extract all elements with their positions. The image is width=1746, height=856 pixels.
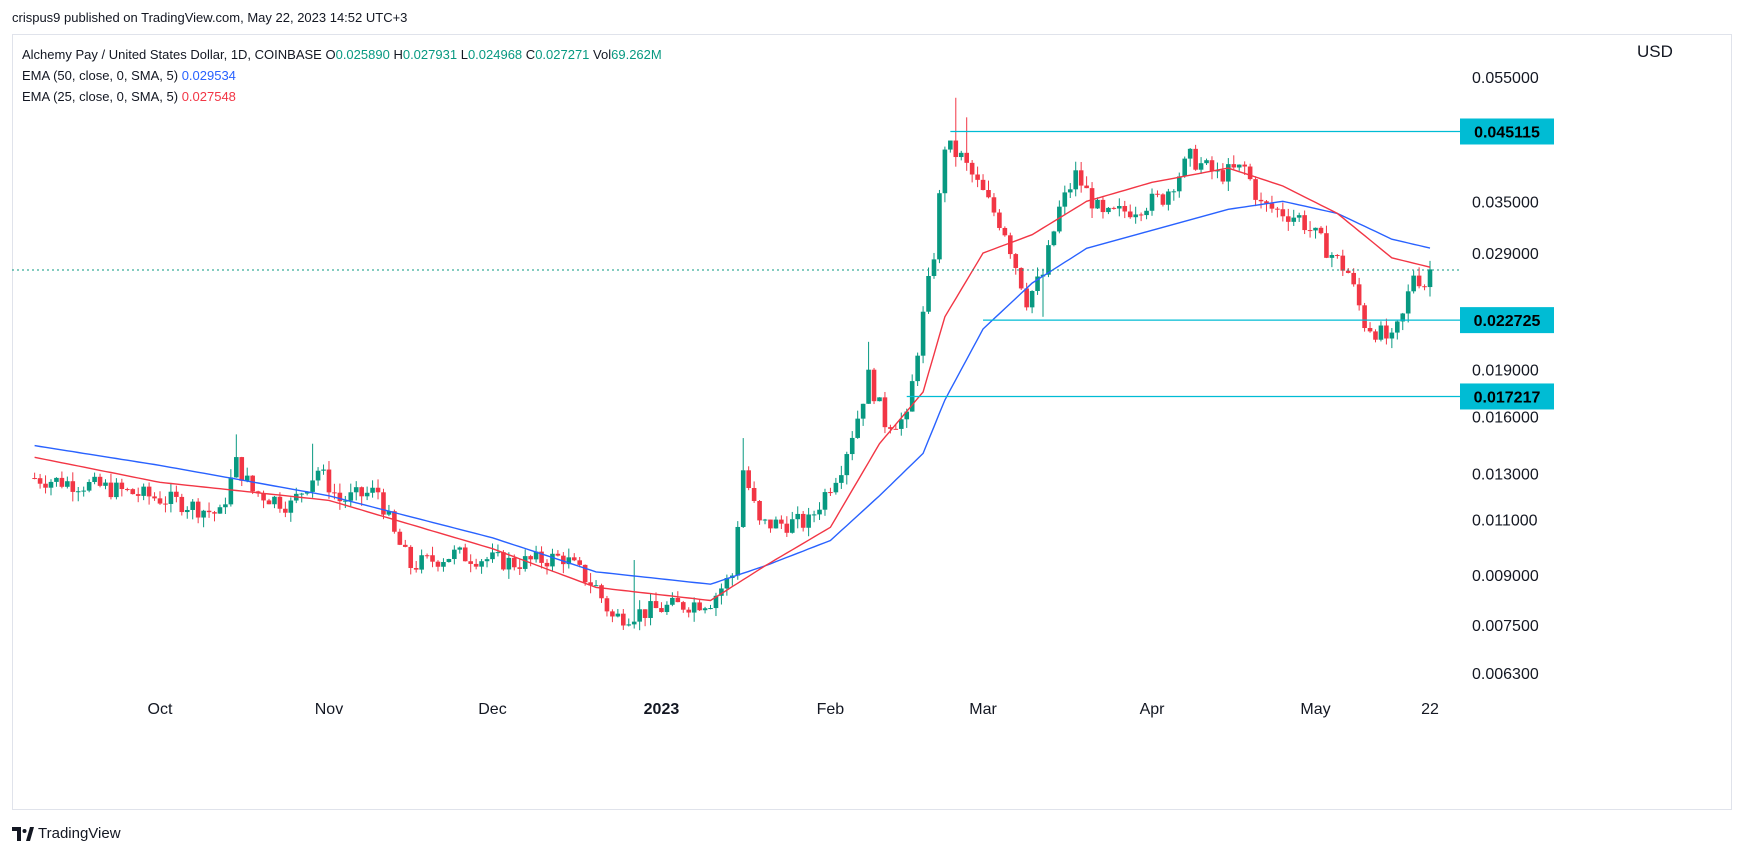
high-label: H	[393, 47, 403, 62]
footer-brand[interactable]: TradingView	[12, 825, 121, 842]
volume-label: Vol	[593, 47, 612, 62]
high-value: 0.027931	[402, 47, 458, 62]
legend-ema25-line[interactable]: EMA (25, close, 0, SMA, 5) 0.027548	[22, 86, 662, 107]
footer-brand-text: TradingView	[38, 825, 121, 842]
close-label: C	[525, 47, 536, 62]
legend-symbol-line: Alchemy Pay / United States Dollar, 1D, …	[22, 44, 662, 65]
ema50-label: EMA (50, close, 0, SMA, 5)	[22, 68, 179, 83]
chart-legend: Alchemy Pay / United States Dollar, 1D, …	[22, 44, 662, 107]
chart-frame[interactable]	[12, 34, 1732, 810]
open-value: 0.025890	[335, 47, 390, 62]
open-label: O	[325, 47, 336, 62]
ema50-value: 0.029534	[181, 68, 236, 83]
low-value: 0.024968	[467, 47, 523, 62]
tradingview-logo-icon	[12, 826, 34, 841]
legend-ema50-line[interactable]: EMA (50, close, 0, SMA, 5) 0.029534	[22, 65, 662, 86]
ema25-label: EMA (25, close, 0, SMA, 5)	[22, 89, 179, 104]
ema25-value: 0.027548	[181, 89, 236, 104]
low-label: L	[460, 47, 468, 62]
symbol-title[interactable]: Alchemy Pay / United States Dollar, 1D, …	[22, 47, 322, 62]
published-byline: crispus9 published on TradingView.com, M…	[12, 10, 408, 25]
volume-value: 69.262M	[611, 47, 662, 62]
close-value: 0.027271	[535, 47, 590, 62]
price-axis-currency: USD	[1637, 42, 1673, 61]
